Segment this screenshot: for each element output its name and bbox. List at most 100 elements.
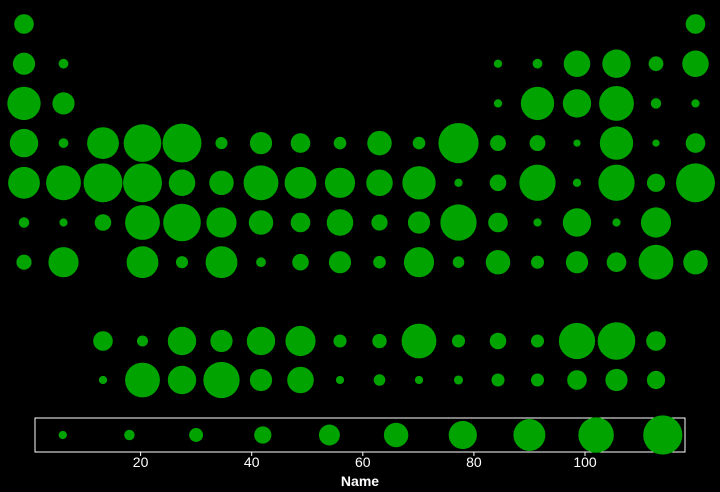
data-point-r4-c8: [290, 133, 311, 153]
x-axis-title: Name: [341, 473, 379, 489]
data-point-r6-c16: [612, 218, 621, 227]
data-point-r2-c1: [12, 52, 36, 75]
size-legend-point-1: [58, 430, 67, 440]
data-point-r3-c15: [562, 89, 592, 118]
data-point-r7-c9: [328, 251, 352, 274]
data-point-r5-c9: [324, 167, 356, 198]
data-point-r4-c9: [333, 136, 347, 150]
data-point-r8-c4: [136, 335, 149, 347]
data-point-r4-c1: [9, 128, 39, 158]
data-point-r1-c18: [685, 14, 706, 34]
data-point-r8-c16: [597, 322, 636, 360]
data-point-r3-c14: [520, 86, 555, 121]
data-point-r9-c6: [203, 361, 240, 399]
data-point-r6-c9: [326, 209, 354, 236]
data-point-r8-c13: [489, 332, 507, 350]
data-point-r9-c15: [567, 370, 587, 390]
data-point-r8-c7: [246, 326, 276, 356]
data-point-r7-c14: [530, 255, 545, 269]
data-point-r5-c11: [402, 166, 436, 200]
data-point-r6-c8: [290, 212, 311, 233]
size-legend-point-10: [643, 415, 683, 455]
data-point-r9-c8: [287, 366, 314, 394]
x-tick-label-80: 80: [466, 454, 482, 470]
data-point-r4-c14: [529, 135, 546, 152]
data-points: [7, 14, 715, 399]
data-point-r4-c6: [215, 137, 228, 150]
data-point-r2-c14: [532, 58, 543, 69]
data-point-r9-c7: [249, 368, 273, 392]
data-point-r6-c10: [371, 214, 388, 231]
data-point-r2-c13: [493, 59, 503, 68]
data-point-r7-c4: [126, 246, 159, 279]
data-point-r6-c3: [94, 214, 112, 231]
data-point-r5-c15: [572, 178, 582, 187]
data-point-r9-c14: [530, 373, 545, 387]
size-legend-point-9: [578, 417, 614, 453]
data-point-r6-c14: [533, 218, 542, 227]
data-point-r2-c18: [682, 50, 709, 77]
data-point-r4-c17: [652, 139, 660, 147]
data-point-r9-c4: [125, 362, 160, 398]
data-point-r8-c11: [401, 323, 437, 359]
data-point-r4-c13: [490, 135, 506, 152]
data-point-r7-c17: [638, 244, 674, 280]
size-legend-point-6: [383, 422, 409, 448]
data-point-r5-c3: [83, 163, 123, 203]
data-point-r4-c11: [412, 136, 426, 150]
size-legend-point-4: [254, 426, 272, 444]
data-point-r8-c10: [372, 333, 387, 349]
data-point-r9-c10: [373, 374, 386, 386]
data-point-r6-c5: [163, 203, 201, 242]
data-point-r8-c8: [285, 325, 316, 357]
data-point-r5-c10: [366, 169, 393, 197]
data-point-r6-c7: [248, 210, 274, 235]
data-point-r3-c13: [493, 99, 503, 108]
data-point-r7-c11: [403, 247, 435, 278]
data-point-r6-c13: [488, 212, 508, 233]
data-point-r7-c10: [373, 255, 386, 269]
size-legend-points: [58, 415, 683, 455]
data-point-r5-c8: [284, 166, 317, 199]
data-point-r5-c14: [519, 164, 556, 201]
data-point-r7-c12: [452, 256, 465, 268]
data-point-r5-c13: [489, 174, 507, 192]
x-tick-label-20: 20: [133, 454, 149, 470]
data-point-r8-c14: [530, 334, 545, 348]
data-point-r6-c12: [440, 204, 477, 241]
data-point-r2-c17: [648, 56, 664, 72]
data-point-r4-c5: [162, 123, 202, 163]
data-point-r6-c1: [18, 217, 30, 228]
data-point-r4-c12: [438, 123, 479, 164]
data-point-r4-c7: [249, 132, 273, 155]
data-point-r7-c16: [606, 252, 627, 273]
data-point-r6-c17: [640, 207, 672, 238]
data-point-r5-c12: [454, 178, 463, 187]
data-point-r4-c4: [123, 124, 162, 162]
data-point-r8-c9: [333, 334, 347, 348]
data-point-r4-c10: [367, 130, 392, 156]
data-point-r3-c2: [52, 92, 75, 115]
data-point-r5-c5: [168, 169, 196, 197]
data-point-r4-c16: [599, 126, 634, 160]
x-axis: 20 40 60 80 100: [133, 452, 597, 470]
data-point-r2-c2: [58, 58, 69, 69]
data-point-r5-c17: [646, 173, 666, 192]
data-point-r7-c8: [292, 253, 309, 271]
data-point-r4-c2: [58, 138, 69, 148]
data-point-r9-c13: [491, 373, 505, 387]
data-point-r6-c6: [206, 207, 237, 238]
data-point-r9-c12: [453, 375, 464, 385]
x-tick-label-60: 60: [355, 454, 371, 470]
data-point-r5-c2: [46, 165, 81, 201]
data-point-r3-c18: [691, 99, 700, 108]
data-point-r5-c16: [598, 164, 635, 201]
data-point-r1-c1: [14, 14, 34, 34]
data-point-r3-c16: [599, 85, 634, 121]
data-point-r3-c1: [7, 86, 41, 121]
data-point-r7-c1: [16, 254, 32, 270]
data-point-r7-c5: [175, 256, 189, 269]
data-point-r4-c15: [573, 139, 581, 147]
x-tick-label-40: 40: [244, 454, 260, 470]
